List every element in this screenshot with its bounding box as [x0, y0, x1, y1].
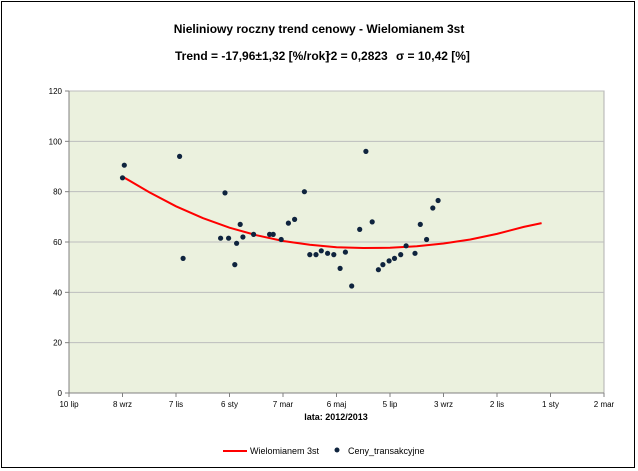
data-point [424, 236, 430, 243]
x-tick-label: 7 lis [169, 400, 183, 409]
x-tick-label: 3 wrz [434, 400, 453, 409]
data-point [357, 226, 363, 232]
data-point [307, 252, 313, 258]
data-point [430, 205, 436, 211]
y-axis: 0 20 40 60 80 100 120 [49, 87, 70, 398]
x-tick-label: 6 maj [327, 400, 347, 409]
data-point [251, 231, 257, 237]
data-point [342, 249, 348, 255]
x-tick-label: 2 lis [490, 400, 504, 409]
y-tick-label: 120 [49, 87, 63, 96]
legend-entry-points: Ceny_transakcyjne [348, 446, 425, 456]
data-point [363, 148, 369, 154]
data-point [285, 220, 291, 226]
y-tick-label: 60 [53, 238, 62, 247]
x-tick-label: 1 sty [542, 400, 559, 409]
trend-line [121, 175, 542, 250]
x-tick-label: 8 wrz [113, 400, 132, 409]
data-point [234, 240, 240, 246]
data-point [237, 221, 243, 227]
y-tick-label: 40 [53, 288, 62, 297]
y-tick-label: 100 [49, 137, 63, 146]
data-point [386, 258, 392, 264]
data-point [349, 283, 355, 289]
data-point [318, 248, 324, 254]
data-point [417, 221, 423, 227]
data-point [292, 216, 298, 222]
data-point [331, 252, 337, 258]
x-tick-label: 5 lip [383, 400, 398, 409]
chart-subtitle-trend: Trend = -17,96±1,32 [%/rok] [175, 49, 329, 63]
chart-subtitle-r2: r2 = 0,2823 [326, 49, 388, 63]
data-point [369, 219, 375, 225]
data-point [240, 234, 246, 240]
data-point [412, 250, 418, 256]
data-point [375, 267, 381, 273]
legend-entry-trend: Wielomianem 3st [250, 446, 320, 456]
data-point [435, 197, 441, 204]
data-point [177, 153, 183, 159]
data-point [180, 255, 186, 261]
price-points-series [119, 148, 441, 289]
data-point [218, 235, 224, 241]
x-axis: 10 lip 8 wrz 7 lis 6 sty 7 mar 6 maj 5 lip 3 wr… [59, 392, 615, 409]
data-point [119, 175, 126, 181]
data-point [232, 262, 238, 268]
y-tick-label: 0 [58, 389, 63, 398]
chart-title: Nieliniowy roczny trend cenowy - Wielomi… [174, 22, 465, 36]
data-point [398, 252, 404, 258]
data-point [226, 235, 232, 241]
x-tick-label: 10 lip [59, 400, 79, 409]
legend-point-swatch [334, 447, 340, 453]
grid [69, 90, 604, 344]
data-point [403, 243, 409, 249]
data-point [278, 236, 284, 243]
data-point [380, 262, 386, 268]
data-point [301, 189, 307, 195]
data-point [391, 255, 398, 261]
x-tick-label: 7 mar [273, 400, 294, 409]
data-point [270, 231, 276, 237]
trend-line-series [121, 175, 542, 250]
x-axis-label: lata: 2012/2013 [304, 412, 368, 422]
data-point [267, 231, 273, 237]
data-point [325, 250, 331, 256]
chart-subtitle-sigma: σ = 10,42 [%] [396, 49, 470, 63]
data-point [313, 252, 319, 258]
y-tick-label: 20 [53, 339, 62, 348]
data-point [222, 190, 228, 196]
data-point [337, 265, 343, 271]
x-tick-label: 2 mar [594, 400, 615, 409]
legend: Wielomianem 3st Ceny_transakcyjne [223, 446, 425, 456]
y-tick-label: 80 [53, 188, 62, 197]
x-tick-label: 6 sty [221, 400, 238, 409]
data-point [121, 162, 127, 168]
